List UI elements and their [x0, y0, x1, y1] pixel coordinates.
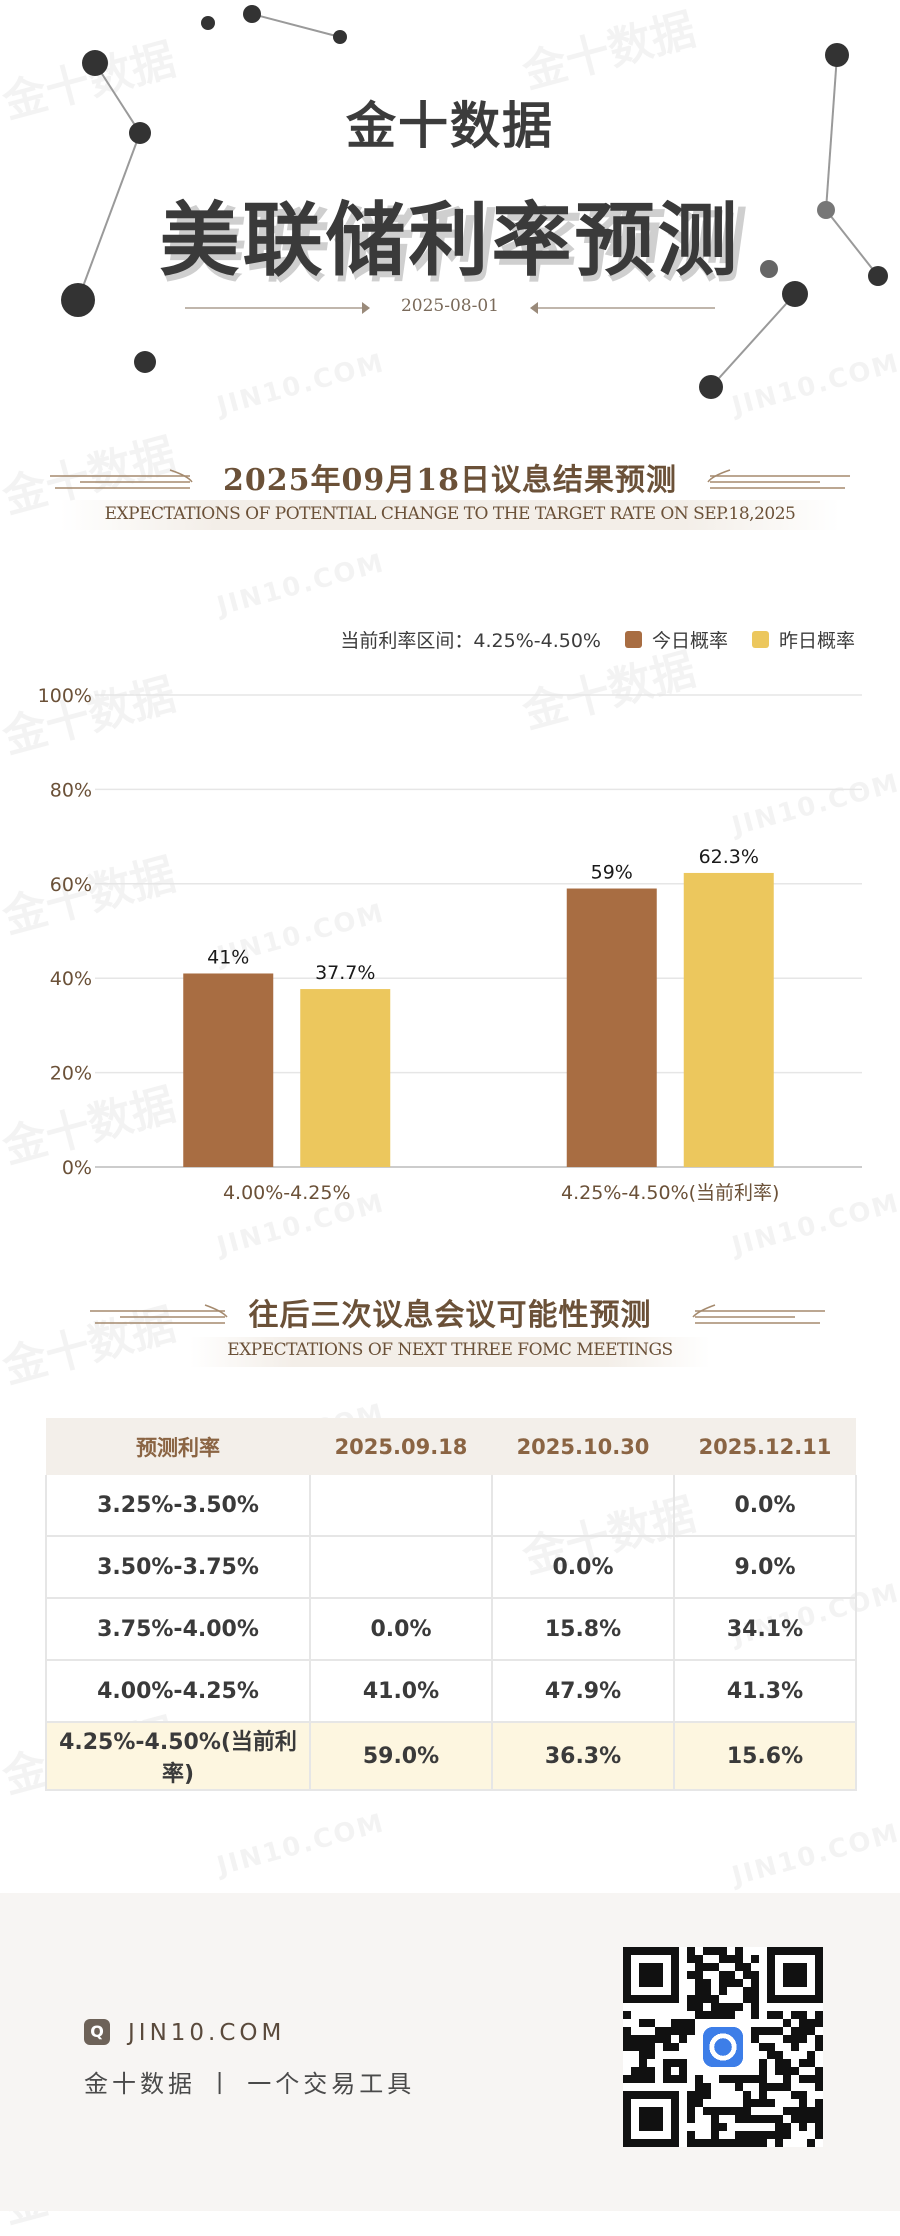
table-cell: 0.0%	[674, 1475, 857, 1537]
table-row: 3.50%-3.75% 0.0% 9.0%	[45, 1536, 857, 1599]
table-cell	[310, 1536, 493, 1599]
table-cell: 0.0%	[310, 1598, 493, 1661]
section-band	[60, 500, 840, 530]
bar	[566, 888, 657, 1167]
table-cell	[310, 1475, 493, 1537]
watermark: JIN10.COM	[214, 548, 388, 622]
table-cell: 47.9%	[492, 1660, 675, 1723]
table-header: 2025.12.11	[674, 1418, 856, 1475]
legend-item-today: 今日概率	[624, 626, 728, 653]
legend-swatch-yesterday	[751, 631, 769, 648]
footer-brand: 金十数据 丨 一个交易工具	[84, 2070, 416, 2098]
legend-label-yesterday: 昨日概率	[778, 630, 855, 652]
bar	[683, 872, 774, 1167]
table-row: 4.00%-4.25% 41.0% 47.9% 41.3%	[45, 1660, 857, 1723]
table-cell: 15.8%	[492, 1598, 675, 1661]
table-cell: 36.3%	[492, 1722, 675, 1791]
table-cell: 9.0%	[674, 1536, 857, 1599]
bar-data-label: 41%	[207, 946, 249, 968]
section-title-meetings: 往后三次议息会议可能性预测	[248, 1298, 652, 1333]
table-cell: 3.50%-3.75%	[45, 1536, 311, 1599]
legend-swatch-today	[624, 631, 642, 648]
table-header: 2025.10.30	[492, 1418, 674, 1475]
y-tick-label: 80%	[50, 779, 92, 801]
y-tick-label: 100%	[38, 685, 92, 707]
jin10-logo-icon: Q	[84, 2019, 110, 2045]
table-cell: 4.25%-4.50%(当前利率)	[45, 1722, 311, 1791]
watermark: JIN10.COM	[729, 1818, 900, 1892]
table-cell: 15.6%	[674, 1722, 857, 1791]
table-cell: 59.0%	[310, 1722, 493, 1791]
bar-data-label: 62.3%	[699, 846, 759, 868]
x-category-label: 4.00%-4.25%	[223, 1182, 351, 1204]
probability-table: 预测利率 2025.09.18 2025.10.30 2025.12.11 3.…	[45, 1418, 857, 1791]
section-title-decision: 2025年09月18日议息结果预测	[223, 463, 677, 498]
decorative-network	[61, 5, 888, 399]
date-ornament	[185, 302, 715, 314]
table-cell	[492, 1475, 675, 1537]
table-cell: 41.3%	[674, 1660, 857, 1723]
table-cell: 3.75%-4.00%	[45, 1598, 311, 1661]
main-title: 美联储利率预测	[159, 193, 741, 287]
legend-label-today: 今日概率	[651, 630, 728, 652]
bar	[183, 973, 274, 1167]
table-row: 3.75%-4.00% 0.0% 15.8% 34.1%	[45, 1598, 857, 1661]
table-cell: 34.1%	[674, 1598, 857, 1661]
section-ornament	[90, 1304, 825, 1324]
chart-legend: 当前利率区间：4.25%-4.50% 今日概率 昨日概率	[0, 626, 855, 653]
table-header: 2025.09.18	[310, 1418, 492, 1475]
bar-data-label: 59%	[591, 862, 633, 884]
section-subtitle-meetings: EXPECTATIONS OF NEXT THREE FOMC MEETINGS	[227, 1340, 673, 1360]
watermark: JIN10.COM	[214, 1808, 388, 1882]
table-row-current-rate: 4.25%-4.50%(当前利率) 59.0% 36.3% 15.6%	[45, 1722, 857, 1791]
y-tick-label: 0%	[62, 1157, 92, 1179]
table-header-row: 预测利率 2025.09.18 2025.10.30 2025.12.11	[46, 1418, 856, 1475]
current-rate-label: 当前利率区间：4.25%-4.50%	[340, 630, 601, 652]
qr-code-icon	[623, 1947, 823, 2147]
table-cell: 4.00%-4.25%	[45, 1660, 311, 1723]
table-row: 3.25%-3.50% 0.0%	[45, 1475, 857, 1537]
legend-item-yesterday: 昨日概率	[751, 626, 855, 653]
section-ornament	[50, 469, 850, 489]
header-date: 2025-08-01	[400, 296, 499, 316]
y-tick-label: 20%	[50, 1063, 92, 1085]
section-subtitle-decision: EXPECTATIONS OF POTENTIAL CHANGE TO THE …	[104, 504, 796, 524]
table-cell: 41.0%	[310, 1660, 493, 1723]
bar	[300, 989, 391, 1167]
bar-data-label: 37.7%	[315, 962, 375, 984]
table-cell: 3.25%-3.50%	[45, 1475, 311, 1537]
footer-url: JIN10.COM	[128, 2020, 286, 2046]
y-tick-label: 60%	[50, 874, 92, 896]
section-band	[190, 1337, 710, 1367]
brand-title: 金十数据	[346, 96, 554, 155]
bar-chart: 0% 20% 40% 60% 80% 100% 41% 37.7% 4.00%-4.25% 59%…	[38, 685, 862, 1204]
table-cell: 0.0%	[492, 1536, 675, 1599]
x-category-label: 4.25%-4.50%(当前利率)	[561, 1182, 779, 1204]
y-tick-label: 40%	[50, 968, 92, 990]
table-header: 预测利率	[46, 1418, 310, 1475]
